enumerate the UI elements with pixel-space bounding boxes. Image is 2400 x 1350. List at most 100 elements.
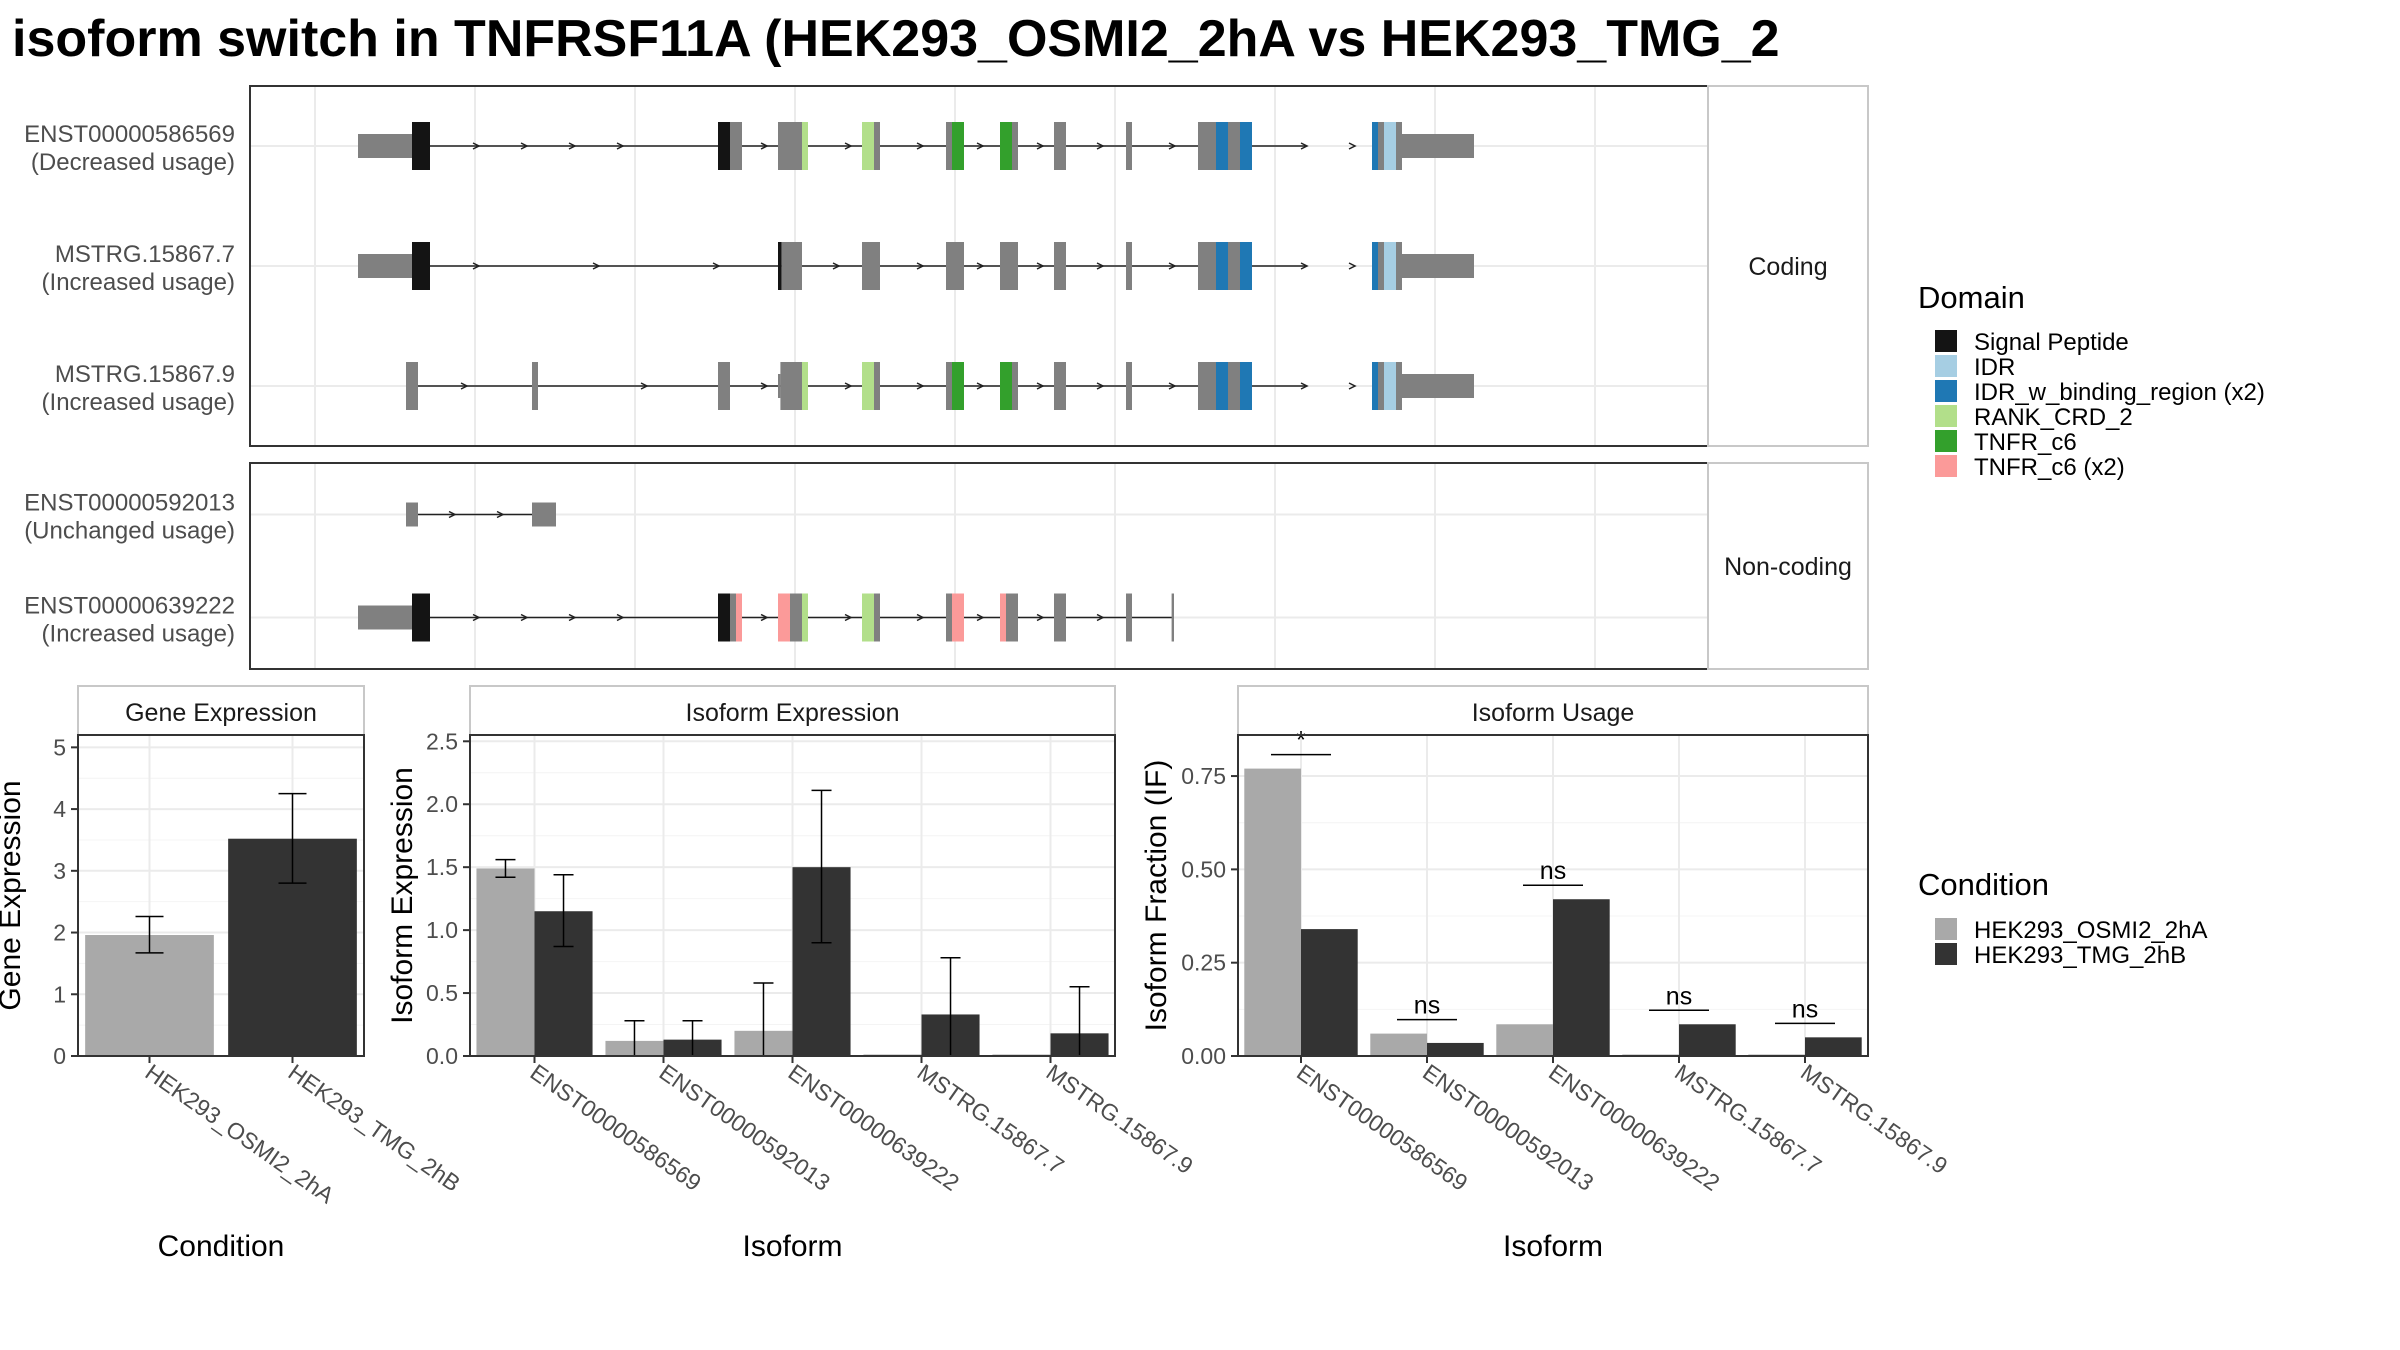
exon-block <box>1126 122 1132 170</box>
facet-strip-label: Coding <box>1748 253 1827 281</box>
transcript-name: MSTRG.15867.9 <box>55 361 235 388</box>
domain-block-idr <box>1384 242 1396 290</box>
domain-block-tnfr-c6-x2 <box>1000 593 1006 642</box>
domain-block-idr <box>1384 122 1396 170</box>
exon-block <box>1054 122 1066 170</box>
significance-label: ns <box>1666 982 1692 1010</box>
bar <box>85 935 214 1056</box>
exon-block <box>1198 362 1216 410</box>
domain-block-idr-binding <box>1372 242 1378 290</box>
domain-block-rank-crd-2 <box>862 593 874 642</box>
legend-label: RANK_CRD_2 <box>1974 404 2133 431</box>
intron-arrow <box>1036 382 1045 390</box>
intron-arrow <box>520 142 529 150</box>
bar <box>1805 1037 1862 1056</box>
exon-block <box>1126 242 1132 290</box>
transcript-name: ENST00000586569 <box>24 121 235 148</box>
intron-arrow <box>760 142 769 150</box>
exon-block <box>946 242 964 290</box>
domain-block-signal-peptide <box>412 242 430 290</box>
intron-arrow <box>460 382 469 390</box>
intron-arrow <box>760 613 769 622</box>
intron-arrow <box>1348 382 1357 390</box>
legend-label: IDR <box>1974 354 2015 381</box>
domain-block-idr-binding <box>1216 242 1228 290</box>
facet-strip <box>1707 85 1869 447</box>
exon-block <box>946 362 952 410</box>
intron-arrow <box>976 613 985 622</box>
domain-block-rank-crd-2 <box>802 593 808 642</box>
transcript-usage: (Increased usage) <box>42 269 235 296</box>
intron-arrow <box>1300 262 1309 270</box>
facet-strip <box>1707 462 1869 670</box>
exon-block <box>862 242 880 290</box>
exon-block <box>1126 593 1132 642</box>
intron-arrow <box>1096 613 1105 622</box>
intron-arrow <box>1096 262 1105 270</box>
figure-title: isoform switch in TNFRSF11A (HEK293_OSMI… <box>12 10 1780 68</box>
domain-block-idr-binding <box>1216 362 1228 410</box>
exon-block <box>946 122 952 170</box>
exon-block <box>946 593 952 642</box>
legend-key <box>1935 430 1957 452</box>
y-tick-label: 1 <box>53 981 66 1007</box>
panel-strip <box>469 685 1116 736</box>
transcript-usage: (Unchanged usage) <box>24 518 235 545</box>
transcript-usage: (Increased usage) <box>42 389 235 416</box>
intron-arrow <box>496 510 505 519</box>
exon-block <box>358 254 412 278</box>
exon-block <box>358 134 412 158</box>
panel-strip-label: Gene Expression <box>125 699 317 727</box>
exon-block <box>874 362 880 410</box>
intron-arrow <box>472 142 481 150</box>
exon-block <box>1402 134 1474 158</box>
bar <box>1427 1042 1484 1056</box>
panel-strip <box>1237 685 1869 736</box>
exon-block <box>532 502 556 527</box>
y-tick-label: 0.5 <box>426 980 458 1006</box>
exon-block <box>874 593 880 642</box>
domain-block-tnfr-c6-x2 <box>952 593 964 642</box>
legend-label: HEK293_OSMI2_2hA <box>1974 917 2207 944</box>
facet-strip-label: Non-coding <box>1724 553 1852 581</box>
exon-block <box>1396 362 1402 410</box>
exon-block <box>406 362 418 410</box>
intron-arrow <box>844 613 853 622</box>
transcript-name: ENST00000592013 <box>24 490 235 517</box>
domain-block-signal-peptide <box>412 122 430 170</box>
intron-arrow <box>712 262 721 270</box>
exon-block <box>780 362 802 410</box>
domain-block-rank-crd-2 <box>862 362 874 410</box>
intron-arrow <box>1168 262 1177 270</box>
domain-block-signal-peptide <box>718 122 730 170</box>
exon-block <box>874 122 880 170</box>
y-tick-label: 5 <box>53 734 66 760</box>
exon-block <box>1228 242 1240 290</box>
transcript-structure-plot: ENST00000586569(Decreased usage) MSTRG.15… <box>24 85 1869 670</box>
legend-label: IDR_w_binding_region (x2) <box>1974 379 2265 406</box>
intron-arrow <box>1300 142 1309 150</box>
domain-block-tnfr-c6 <box>952 362 964 410</box>
domain-block-tnfr-c6-x2 <box>736 593 742 642</box>
exon-block <box>1402 254 1474 278</box>
bar <box>1370 1033 1427 1056</box>
domain-block-rank-crd-2 <box>862 122 874 170</box>
significance-label: ns <box>1540 857 1566 885</box>
domain-block-signal-peptide <box>718 593 730 642</box>
exon-block <box>1054 362 1066 410</box>
domain-block-rank-crd-2 <box>802 122 808 170</box>
domain-block-idr <box>1384 362 1396 410</box>
y-tick-label: 2 <box>53 920 66 946</box>
y-tick-label: 2.0 <box>426 791 458 817</box>
transcript-usage: (Increased usage) <box>42 621 235 648</box>
legend-label: TNFR_c6 <box>1974 429 2077 456</box>
legend-key <box>1935 330 1957 352</box>
intron-arrow <box>472 613 481 622</box>
domain-block-idr-binding <box>1240 242 1252 290</box>
y-tick-label: 0.0 <box>426 1043 458 1069</box>
y-axis-title: Isoform Expression <box>386 767 419 1024</box>
intron-arrow <box>916 142 925 150</box>
exon-block <box>778 374 781 398</box>
